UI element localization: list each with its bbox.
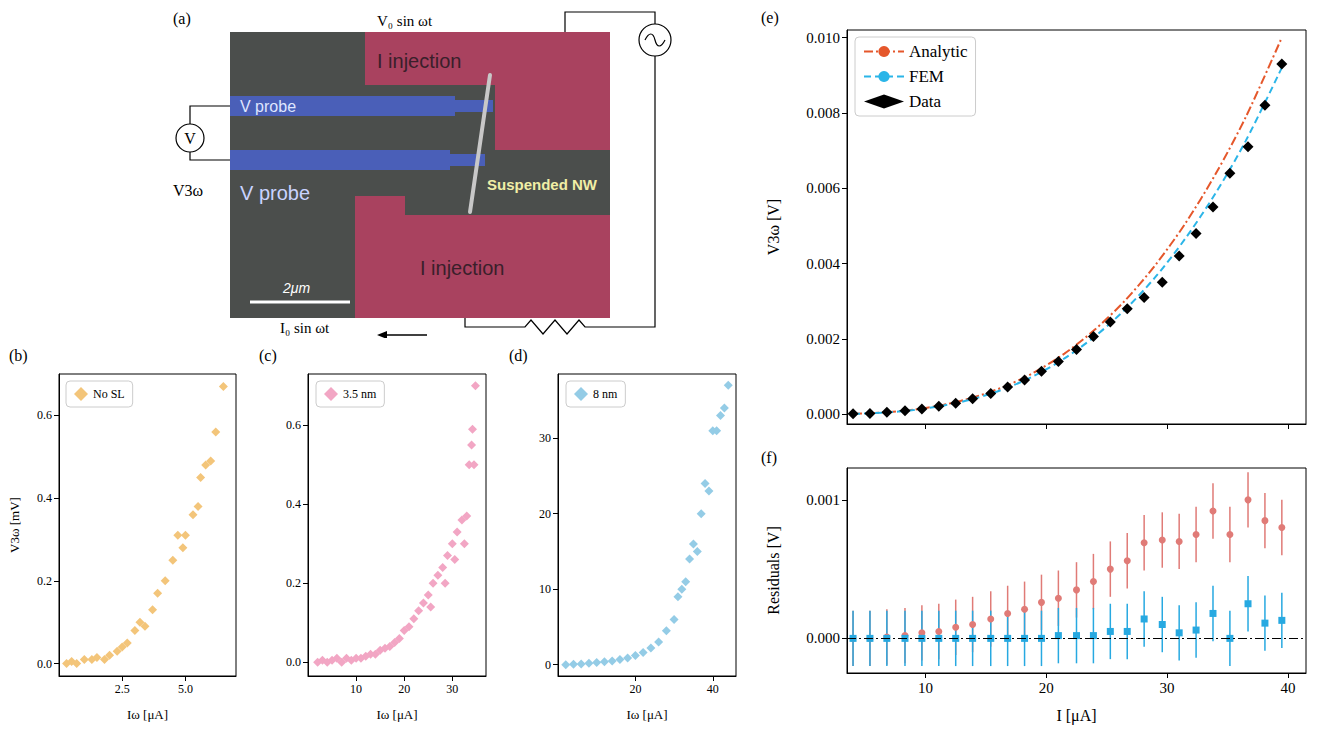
svg-text:(a): (a) [173,10,191,28]
svg-text:V: V [184,130,196,147]
svg-text:0.010: 0.010 [806,30,840,46]
svg-text:Data: Data [909,92,942,111]
svg-text:Residuals [V]: Residuals [V] [765,526,782,614]
svg-text:(f): (f) [761,449,777,467]
svg-text:I injection: I injection [420,257,505,279]
svg-text:No SL: No SL [93,387,125,401]
svg-text:20: 20 [1039,680,1054,696]
svg-text:V₀ sin ωt: V₀ sin ωt [377,13,433,29]
svg-text:(c): (c) [259,347,277,365]
svg-text:(b): (b) [9,347,28,365]
svg-text:V probe: V probe [240,182,310,204]
svg-text:0.002: 0.002 [806,331,840,347]
svg-text:30: 30 [1160,680,1175,696]
svg-text:2μm: 2μm [282,280,310,296]
svg-text:40: 40 [1280,680,1295,696]
svg-text:0.006: 0.006 [806,180,840,196]
svg-text:Iω [μA]: Iω [μA] [376,707,417,722]
svg-text:V3ω: V3ω [173,182,203,199]
svg-text:0.4: 0.4 [286,497,301,511]
svg-text:20: 20 [398,682,410,696]
svg-text:V probe: V probe [240,98,296,115]
svg-text:0.6: 0.6 [286,418,301,432]
svg-text:0.2: 0.2 [37,574,52,588]
svg-text:10: 10 [918,680,933,696]
svg-text:0.004: 0.004 [806,256,840,272]
svg-text:I injection: I injection [377,50,462,72]
svg-text:(d): (d) [509,347,528,365]
svg-text:0.4: 0.4 [37,491,52,505]
svg-text:0.000: 0.000 [806,406,840,422]
svg-text:0.008: 0.008 [806,105,840,121]
svg-text:V3ω [V]: V3ω [V] [765,199,782,255]
svg-text:Analytic: Analytic [909,42,968,61]
svg-text:(e): (e) [761,9,779,27]
svg-text:30: 30 [539,431,551,445]
svg-text:I₀ sin ωt: I₀ sin ωt [280,320,330,336]
svg-text:Iω [μA]: Iω [μA] [127,707,168,722]
svg-text:0.2: 0.2 [286,576,301,590]
svg-text:0: 0 [545,658,551,672]
svg-text:30: 30 [446,682,458,696]
svg-text:40: 40 [707,682,719,696]
svg-text:20: 20 [629,682,641,696]
svg-text:Iω [μA]: Iω [μA] [626,707,667,722]
svg-text:0.0: 0.0 [37,657,52,671]
svg-text:I [μA]: I [μA] [1056,707,1096,725]
svg-text:2.5: 2.5 [115,682,130,696]
svg-text:V3ω [mV]: V3ω [mV] [7,497,22,553]
svg-text:10: 10 [539,582,551,596]
svg-text:0.000: 0.000 [806,630,840,646]
svg-text:0.6: 0.6 [37,408,52,422]
svg-text:0.0: 0.0 [286,655,301,669]
svg-text:0.001: 0.001 [806,492,840,508]
svg-text:Suspended NW: Suspended NW [487,176,598,193]
svg-text:5.0: 5.0 [178,682,193,696]
svg-text:10: 10 [350,682,362,696]
svg-text:3.5 nm: 3.5 nm [343,387,377,401]
svg-text:20: 20 [539,507,551,521]
svg-text:FEM: FEM [909,67,944,86]
svg-text:8 nm: 8 nm [593,387,618,401]
